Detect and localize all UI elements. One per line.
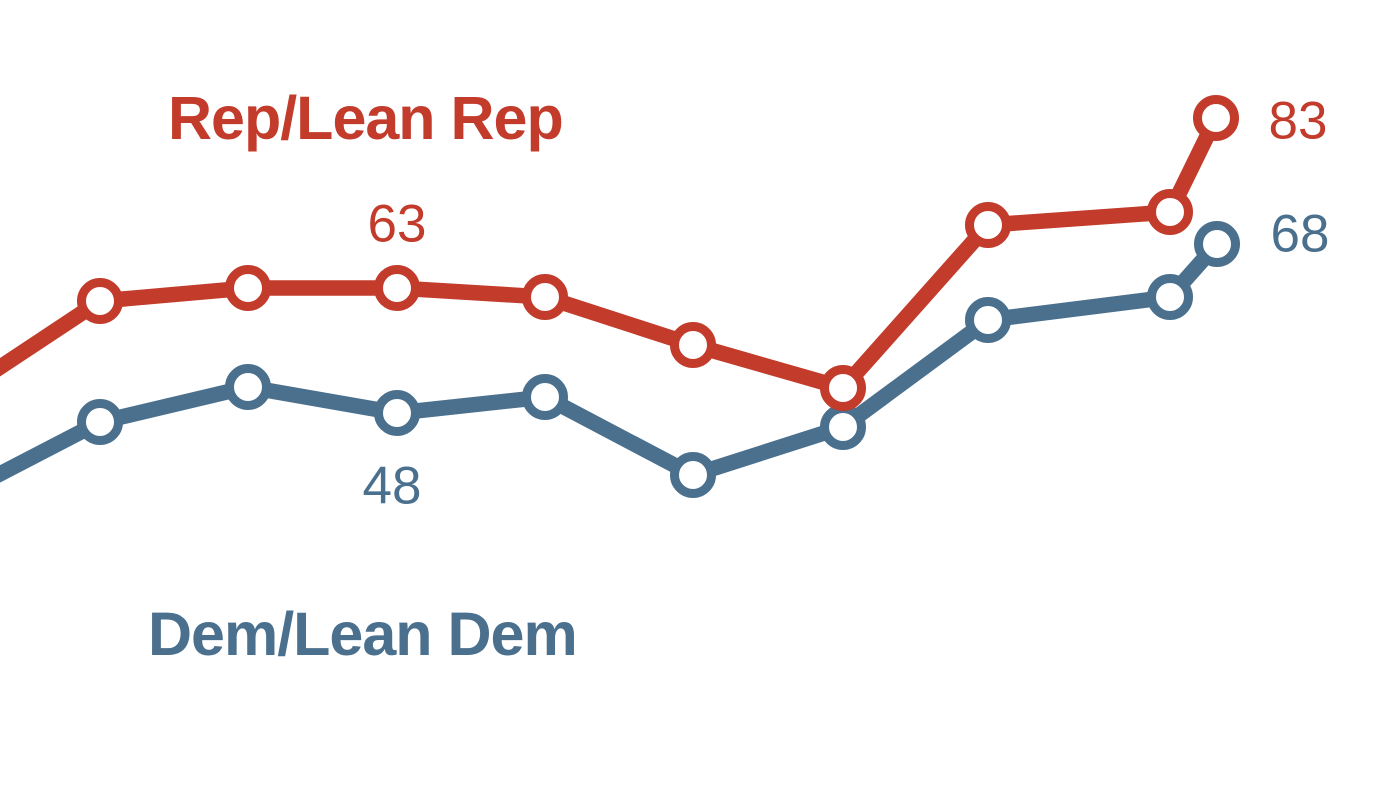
data-label-rep-mid: 63 xyxy=(367,194,427,254)
data-label-dem-mid: 48 xyxy=(362,456,422,516)
data-point-marker-rep xyxy=(820,365,866,411)
data-point-marker-dem xyxy=(965,297,1011,343)
trend-line-dem xyxy=(0,238,1223,483)
data-point-marker-rep xyxy=(225,265,271,311)
series-label-dem-lean-dem: Dem/Lean Dem xyxy=(148,600,578,668)
data-label-dem-end: 68 xyxy=(1270,204,1330,264)
data-point-marker-dem xyxy=(820,404,866,450)
data-point-marker-rep xyxy=(1193,95,1239,141)
data-label-rep-end: 83 xyxy=(1268,91,1328,151)
data-point-marker-dem xyxy=(225,364,271,410)
series-label-rep-lean-rep: Rep/Lean Rep xyxy=(168,84,564,152)
data-point-marker-dem xyxy=(670,452,716,498)
trend-line-rep xyxy=(0,114,1223,396)
data-point-marker-rep xyxy=(522,274,568,320)
data-point-marker-rep xyxy=(965,202,1011,248)
data-point-marker-dem xyxy=(374,390,420,436)
data-point-marker-rep xyxy=(77,278,123,324)
data-point-marker-rep xyxy=(374,265,420,311)
data-point-marker-dem xyxy=(77,399,123,445)
data-point-marker-rep xyxy=(670,322,716,368)
data-point-marker-dem xyxy=(1147,274,1193,320)
data-point-marker-dem xyxy=(522,374,568,420)
data-point-marker-dem xyxy=(1194,221,1240,267)
data-point-marker-rep xyxy=(1147,189,1193,235)
